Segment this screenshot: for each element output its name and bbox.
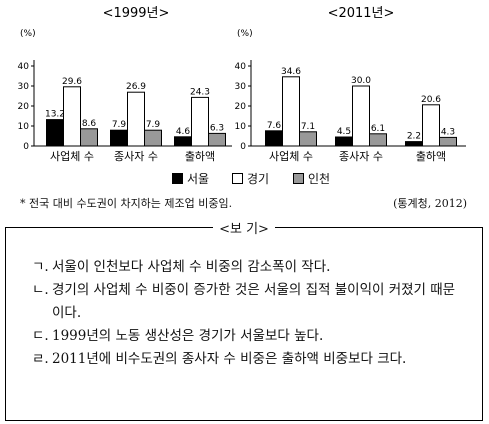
data-label: 4.6 xyxy=(176,127,191,137)
x-tick-label: 종사자 수 xyxy=(114,150,158,163)
data-label: 7.9 xyxy=(112,120,127,130)
bogi-item-2: ㄴ. 경기의 사업체 수 비중이 증가한 것은 서울의 집적 불이익이 커졌기 … xyxy=(32,279,464,325)
x-tick-label: 사업체 수 xyxy=(269,150,313,163)
bar xyxy=(369,133,387,147)
bar xyxy=(46,119,64,147)
charts-area: <1999년> (%) 0 10 20 30 40 13.2 29.6 8.6 사업체 수 7.9 26… xyxy=(0,0,489,200)
data-label: 7.9 xyxy=(146,120,161,130)
legend-item-seoul: 서울 xyxy=(172,170,209,187)
y-tick-label: 20 xyxy=(18,102,30,112)
bar xyxy=(63,86,81,147)
y-axis-unit: (%) xyxy=(237,29,253,39)
chart-note: * 전국 대비 수도권이 차지하는 제조업 비중임. xyxy=(20,197,233,210)
bogi-title: <보 기> xyxy=(6,218,482,237)
legend-swatch-incheon xyxy=(293,173,304,184)
bar xyxy=(282,76,300,147)
bar xyxy=(439,136,457,147)
bar xyxy=(405,141,423,147)
legend-item-incheon: 인천 xyxy=(293,170,330,187)
bogi-item-marker: ㄴ. xyxy=(32,282,49,298)
y-tick-label: 30 xyxy=(235,82,247,92)
bogi-item-1: ㄱ. 서울이 인천보다 사업체 수 비중의 감소폭이 작다. xyxy=(32,256,464,279)
bogi-item-4: ㄹ. 2011년에 비수도권의 종사자 수 비중은 출하액 비중보다 크다. xyxy=(32,348,464,371)
y-tick-label: 30 xyxy=(18,82,30,92)
data-label: 29.6 xyxy=(62,77,82,87)
bogi-box: <보 기> ㄱ. 서울이 인천보다 사업체 수 비중의 감소폭이 작다. ㄴ. … xyxy=(5,222,483,421)
x-tick-label: 사업체 수 xyxy=(50,150,94,163)
data-label: 30.0 xyxy=(351,76,371,86)
data-label: 4.3 xyxy=(441,127,455,137)
data-label: 8.6 xyxy=(82,119,97,129)
chart-source: (통계청, 2012) xyxy=(393,197,467,210)
bar xyxy=(265,130,283,147)
bogi-items: ㄱ. 서울이 인천보다 사업체 수 비중의 감소폭이 작다. ㄴ. 경기의 사업… xyxy=(32,256,464,371)
chart-title: <1999년> xyxy=(103,6,170,21)
bar xyxy=(335,136,353,147)
data-label: 4.5 xyxy=(337,127,351,137)
data-label: 2.2 xyxy=(407,132,421,142)
bar xyxy=(352,85,370,147)
legend-swatch-seoul xyxy=(172,173,183,184)
bar-charts: <1999년> (%) 0 10 20 30 40 13.2 29.6 8.6 사업체 수 7.9 26… xyxy=(18,6,466,163)
bar xyxy=(80,128,98,147)
bogi-item-3: ㄷ. 1999년의 노동 생산성은 경기가 서울보다 높다. xyxy=(32,325,464,348)
data-label: 7.6 xyxy=(267,121,282,131)
legend-label-seoul: 서울 xyxy=(187,172,210,186)
data-label: 13.2 xyxy=(45,110,65,120)
data-label: 6.1 xyxy=(371,124,385,134)
legend-label-incheon: 인천 xyxy=(308,172,331,186)
x-tick-label: 종사자 수 xyxy=(339,150,383,163)
y-tick-label: 40 xyxy=(18,62,30,72)
bar xyxy=(299,131,317,147)
y-tick-label: 0 xyxy=(23,142,29,152)
bogi-item-marker: ㄹ. xyxy=(32,351,49,367)
bogi-item-text: 2011년에 비수도권의 종사자 수 비중은 출하액 비중보다 크다. xyxy=(52,351,407,367)
bogi-item-text: 서울이 인천보다 사업체 수 비중의 감소폭이 작다. xyxy=(52,259,331,275)
bar xyxy=(110,129,128,147)
legend-swatch-gyeonggi xyxy=(232,173,243,184)
bar xyxy=(208,132,226,147)
bar xyxy=(422,104,440,147)
y-tick-label: 10 xyxy=(18,122,30,132)
legend: 서울 경기 인천 xyxy=(0,170,489,188)
bar xyxy=(144,129,162,147)
y-tick-label: 0 xyxy=(240,142,246,152)
chart-title: <2011년> xyxy=(328,6,395,21)
data-label: 20.6 xyxy=(421,95,441,105)
x-tick-label: 출하액 xyxy=(416,149,446,163)
data-label: 7.1 xyxy=(301,122,315,132)
bogi-item-marker: ㄷ. xyxy=(32,328,49,344)
y-tick-label: 20 xyxy=(235,102,247,112)
x-tick-label: 출하액 xyxy=(185,149,215,163)
data-label: 6.3 xyxy=(210,123,224,133)
bogi-item-text: 경기의 사업체 수 비중이 증가한 것은 서울의 집적 불이익이 커졌기 때문이… xyxy=(52,282,456,321)
data-label: 34.6 xyxy=(281,67,301,77)
legend-item-gyeonggi: 경기 xyxy=(232,170,269,187)
bar xyxy=(191,96,209,147)
y-tick-label: 40 xyxy=(235,62,247,72)
y-tick-label: 10 xyxy=(235,122,247,132)
legend-label-gyeonggi: 경기 xyxy=(247,172,270,186)
bar xyxy=(127,91,145,147)
bogi-item-marker: ㄱ. xyxy=(32,259,49,275)
data-label: 24.3 xyxy=(190,87,210,97)
y-axis-unit: (%) xyxy=(20,29,36,39)
data-label: 26.9 xyxy=(126,82,146,92)
bogi-item-text: 1999년의 노동 생산성은 경기가 서울보다 높다. xyxy=(52,328,324,344)
bar xyxy=(174,136,192,147)
